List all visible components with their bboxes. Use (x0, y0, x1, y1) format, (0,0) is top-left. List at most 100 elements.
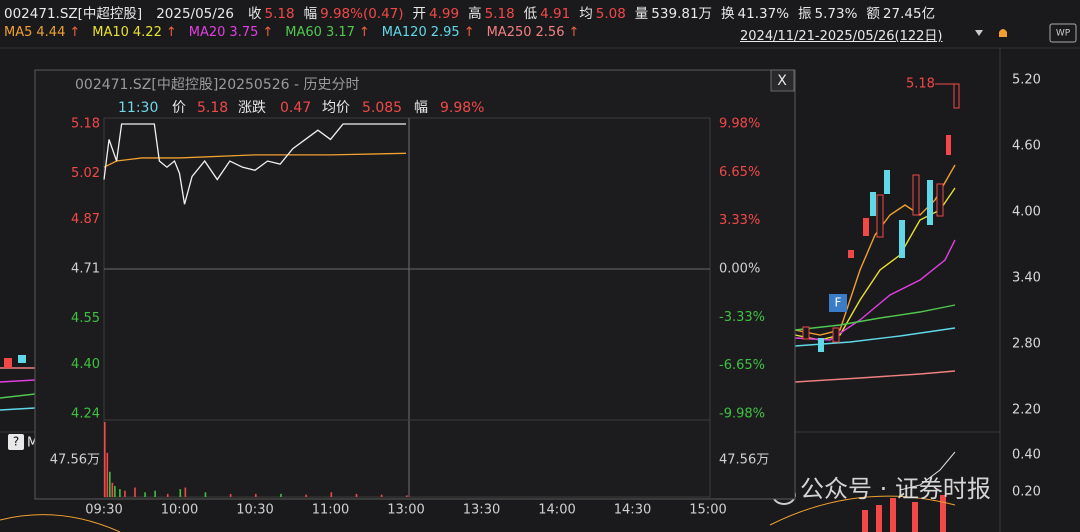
volume-bar (229, 493, 232, 497)
info-label: 涨跌 (238, 100, 266, 116)
info-time: 11:30 (118, 100, 158, 116)
stat-value: 5.18 (264, 6, 295, 22)
lock-icon[interactable] (999, 29, 1007, 37)
x-tick-label: 11:00 (312, 503, 349, 518)
volume-label: 47.56万 (50, 453, 100, 468)
y-tick-label: 4.40 (71, 357, 100, 372)
volume-bar (166, 493, 169, 497)
watermark: 公众号 · 证券时报 (756, 474, 991, 505)
ma-row: MA5 4.44 ↑ MA10 4.22 ↑ MA20 3.75 ↑ MA60 3.17 ↑ MA120… (4, 25, 943, 44)
pct-tick-label: 3.33% (719, 213, 760, 228)
stat-value: 539.81万 (651, 6, 713, 22)
volume-bar (330, 492, 333, 497)
watermark-text: 公众号 · 证券时报 (800, 475, 991, 503)
volume-bar (184, 487, 187, 497)
close-label[interactable]: X (777, 73, 787, 89)
stat-value: 5.08 (595, 6, 626, 22)
axis-label: 2.20 (1012, 403, 1041, 418)
ma-label: MA10 (92, 25, 129, 40)
volume-bar (255, 493, 257, 497)
info-label: 均价 (322, 100, 350, 116)
ma-value: 3.17 (325, 25, 355, 40)
axis-label: 4.00 (1012, 205, 1041, 220)
stat-label: 均 (579, 6, 593, 22)
axis-label: 4.60 (1012, 139, 1041, 154)
x-tick-label: 10:30 (236, 503, 273, 518)
ma-arrow: ↑ (358, 25, 370, 40)
badge-label[interactable]: F (835, 296, 842, 310)
help-label[interactable]: ? (13, 435, 19, 449)
info-value: 5.18 (197, 100, 228, 116)
x-tick-label: 14:00 (538, 503, 575, 518)
dropdown-icon[interactable] (975, 30, 983, 36)
volume-label: 47.56万 (719, 453, 769, 468)
y-tick-label: 4.24 (71, 407, 100, 422)
indicator-line (899, 451, 956, 491)
info-value: 5.085 (362, 100, 402, 116)
volume-bar (111, 482, 114, 497)
popup-frame (34, 69, 796, 500)
volume-bar (355, 493, 358, 497)
ma-label: MA20 (188, 25, 226, 40)
quote-date: 2025/05/26 (156, 6, 234, 22)
x-tick-label: 13:30 (463, 503, 500, 518)
stat-label: 量 (634, 6, 649, 22)
y-tick-label: 5.02 (71, 166, 100, 181)
volume-bar (134, 487, 136, 497)
stat-value: 4.99 (429, 6, 460, 22)
volume-bar (144, 492, 146, 497)
ma-value: 4.22 (132, 25, 162, 40)
ma-label: MA5 (4, 25, 33, 40)
volume-bar (179, 489, 182, 497)
ma-arrow: ↑ (262, 25, 274, 40)
ma-value: 3.75 (229, 25, 259, 40)
x-tick-label: 10:00 (161, 503, 198, 518)
ma-label: MA120 (381, 25, 427, 40)
volume-bar (204, 492, 207, 497)
volume-bar (104, 422, 106, 497)
y-tick-label: 4.55 (71, 311, 100, 326)
close-button[interactable] (770, 69, 795, 92)
stat-label: 高 (468, 6, 482, 22)
stat-label: 额 (866, 6, 880, 22)
quote-header: 002471.SZ[中超控股] 2025/05/26 收 5.18 幅 9.98%(0.4… (4, 2, 944, 22)
price-marker: 5.18 (906, 77, 935, 92)
pct-tick-label: 9.98% (719, 117, 760, 132)
ma-arrow: ↑ (463, 25, 475, 40)
popup-title: 002471.SZ[中超控股]20250526 - 历史分时 (75, 77, 360, 93)
intraday-chart: 5.18 5.02 4.87 4.71 4.55 4.40 4.24 9.98% 6.65% 3.… (50, 117, 769, 518)
x-tick-label: 14:30 (614, 503, 651, 518)
indicator-line (769, 495, 956, 526)
stat-value: 27.45亿 (882, 6, 936, 22)
indicator-line (0, 514, 121, 532)
ma-arrow: ↑ (568, 25, 580, 40)
stock-code: 002471.SZ[中超控股] (4, 6, 143, 22)
y-tick-label: 5.18 (71, 117, 100, 132)
y-tick-label: 4.71 (71, 262, 100, 277)
price-line (103, 123, 406, 205)
pct-tick-label: -6.65% (719, 358, 765, 373)
wp-icon-label[interactable]: WP (1056, 29, 1071, 39)
axis-label: 3.40 (1012, 271, 1041, 286)
stat-label: 低 (523, 6, 538, 22)
ma-value: 2.95 (430, 25, 460, 40)
candles (4, 83, 960, 368)
volume-bar (305, 494, 307, 497)
axis-label: 2.80 (1012, 337, 1041, 352)
badge[interactable] (829, 294, 847, 312)
pct-tick-label: 6.65% (719, 165, 760, 180)
ma-arrow: ↑ (165, 25, 177, 40)
help-button[interactable] (8, 434, 24, 450)
stat-label: 收 (248, 6, 262, 22)
volume-bar (380, 494, 383, 497)
stat-label: 幅 (303, 6, 318, 22)
wp-icon[interactable] (1049, 23, 1077, 43)
volume-bar (109, 471, 111, 497)
x-tick-label: 15:00 (689, 503, 726, 518)
stat-value: 5.73% (814, 6, 858, 22)
pct-tick-label: 0.00% (719, 262, 760, 277)
volume-bar (119, 489, 121, 497)
stat-value: 5.18 (484, 6, 515, 22)
pct-tick-label: -9.98% (719, 407, 765, 422)
